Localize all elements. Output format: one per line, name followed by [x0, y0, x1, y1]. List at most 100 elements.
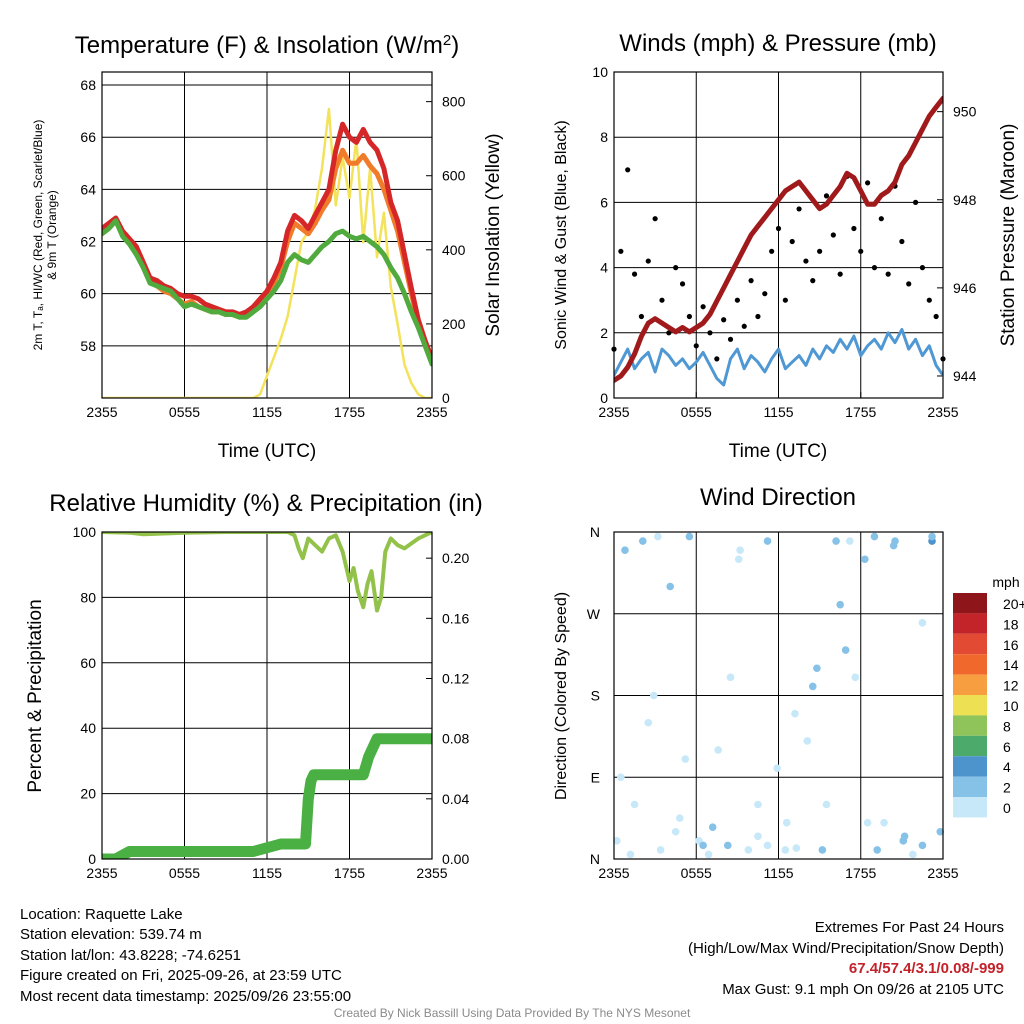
rh-y2-tick-label: 0.04 — [442, 791, 469, 807]
wind-x-tick-label: 1755 — [845, 404, 876, 420]
dir-y-tick-label: N — [590, 851, 600, 867]
direction-point — [781, 846, 790, 854]
gust-point — [912, 199, 919, 205]
legend-swatch — [953, 715, 987, 736]
direction-point — [617, 773, 625, 782]
legend-label: 4 — [1003, 759, 1011, 775]
direction-point — [754, 800, 762, 809]
wind-x-tick-label: 2355 — [927, 404, 958, 420]
rh-y2-tick-label: 0.20 — [442, 550, 469, 566]
temp-y2-tick-label: 600 — [442, 168, 466, 184]
temp-y2-tick-label: 800 — [442, 94, 466, 110]
temp-y2-axis-title: Solar Insolation (Yellow) — [483, 133, 504, 336]
wind-y2-tick-label: 950 — [953, 104, 977, 120]
direction-point — [744, 846, 753, 854]
recent-timestamp: Most recent data timestamp: 2025/09/26 2… — [20, 987, 352, 1005]
dir-x-tick-label: 1155 — [763, 865, 793, 881]
direction-point — [649, 691, 658, 700]
legend-swatch — [953, 735, 987, 757]
wind-x-tick-label: 0555 — [681, 404, 712, 420]
direction-point — [863, 818, 872, 827]
gust-point — [721, 317, 727, 323]
temp-2m-line — [102, 121, 432, 362]
wind-y-tick-label: 2 — [600, 325, 608, 341]
direction-point — [714, 746, 722, 754]
direction-point — [654, 532, 662, 541]
station-latlon: Station lat/lon: 43.8228; -74.6251 — [20, 946, 242, 964]
direction-point — [763, 537, 772, 545]
dir-y-tick-label: E — [591, 769, 600, 785]
direction-point — [638, 537, 647, 545]
max-gust: Max Gust: 9.1 mph On 09/26 at 2105 UTC — [722, 981, 1004, 999]
direction-point — [630, 800, 639, 809]
direction-point — [612, 837, 621, 845]
temp-chart-title: Temperature (F) & Insolation (W/m2) — [75, 32, 459, 60]
legend-label: 2 — [1003, 780, 1011, 796]
temp-y-tick-label: 58 — [80, 338, 96, 354]
wind-x-tick-label: 1155 — [763, 404, 793, 420]
gust-point — [865, 180, 871, 186]
gust-point — [782, 297, 788, 303]
temp-y2-tick-label: 0 — [442, 390, 450, 406]
gust-point — [885, 271, 891, 277]
direction-point — [836, 600, 844, 609]
direction-point — [681, 755, 690, 763]
dir-x-tick-label: 2355 — [598, 865, 629, 881]
legend-swatch — [953, 613, 987, 634]
insolation-line — [102, 107, 432, 398]
legend-swatch — [953, 633, 987, 655]
rh-plot-border — [101, 531, 433, 860]
direction-point — [656, 846, 665, 854]
gust-point — [652, 216, 658, 222]
dir-x-tick-label: 2355 — [927, 865, 958, 881]
gust-point — [933, 313, 939, 320]
direction-point — [736, 546, 744, 554]
direction-point — [880, 818, 888, 827]
direction-point — [754, 832, 762, 841]
legend-label: 0 — [1003, 800, 1011, 816]
rh-y-tick-label: 60 — [80, 655, 96, 671]
rh-x-tick-label: 2355 — [416, 865, 447, 881]
rh-y2-tick-label: 0.08 — [442, 731, 469, 747]
direction-point — [803, 737, 812, 745]
direction-point — [870, 532, 879, 541]
credit-line: Created By Nick Bassill Using Data Provi… — [333, 1006, 691, 1020]
direction-point — [818, 846, 827, 854]
dir-y-tick-label: N — [590, 524, 600, 540]
direction-point — [676, 814, 684, 822]
wind-y2-tick-label: 948 — [953, 192, 977, 208]
gust-point — [810, 278, 816, 284]
direction-point — [861, 555, 869, 564]
direction-point — [822, 800, 831, 809]
temp-y2-tick-label: 400 — [442, 242, 466, 258]
gust-point — [748, 278, 754, 284]
direction-point — [891, 537, 899, 545]
gust-point — [700, 304, 706, 310]
wind-y-tick-label: 6 — [600, 194, 608, 210]
dir-chart-title: Wind Direction — [700, 484, 856, 511]
rh-y-tick-label: 0 — [88, 851, 96, 867]
legend-swatch — [953, 797, 987, 818]
wind-plot-border — [613, 71, 944, 399]
gust-point — [823, 193, 830, 199]
rh-y-tick-label: 80 — [80, 589, 96, 605]
extremes-description: (High/Low/Max Wind/Precipitation/Snow De… — [688, 939, 1004, 957]
direction-point — [909, 850, 917, 859]
dir-x-tick-label: 0555 — [681, 865, 712, 881]
title-superscript: 2 — [443, 32, 451, 49]
extremes-title: Extremes For Past 24 Hours — [814, 919, 1004, 936]
temp-x-tick-label: 1155 — [252, 404, 282, 420]
direction-point — [671, 827, 680, 836]
title-rest: ) — [451, 32, 459, 59]
temp-x-tick-label: 1755 — [334, 404, 365, 420]
temp-y-axis-title-2: & 9m T (Orange) — [45, 190, 59, 280]
gust-point — [659, 297, 665, 303]
gust-point — [830, 232, 836, 238]
dir-y-tick-label: S — [591, 688, 600, 704]
direction-point — [918, 841, 927, 850]
gust-point — [693, 343, 699, 349]
temp-y-tick-label: 66 — [80, 129, 96, 145]
rh-y2-tick-label: 0.12 — [442, 671, 469, 687]
direction-point — [928, 532, 936, 541]
extremes-info: Extremes For Past 24 Hours (High/Low/Max… — [688, 918, 1004, 1001]
